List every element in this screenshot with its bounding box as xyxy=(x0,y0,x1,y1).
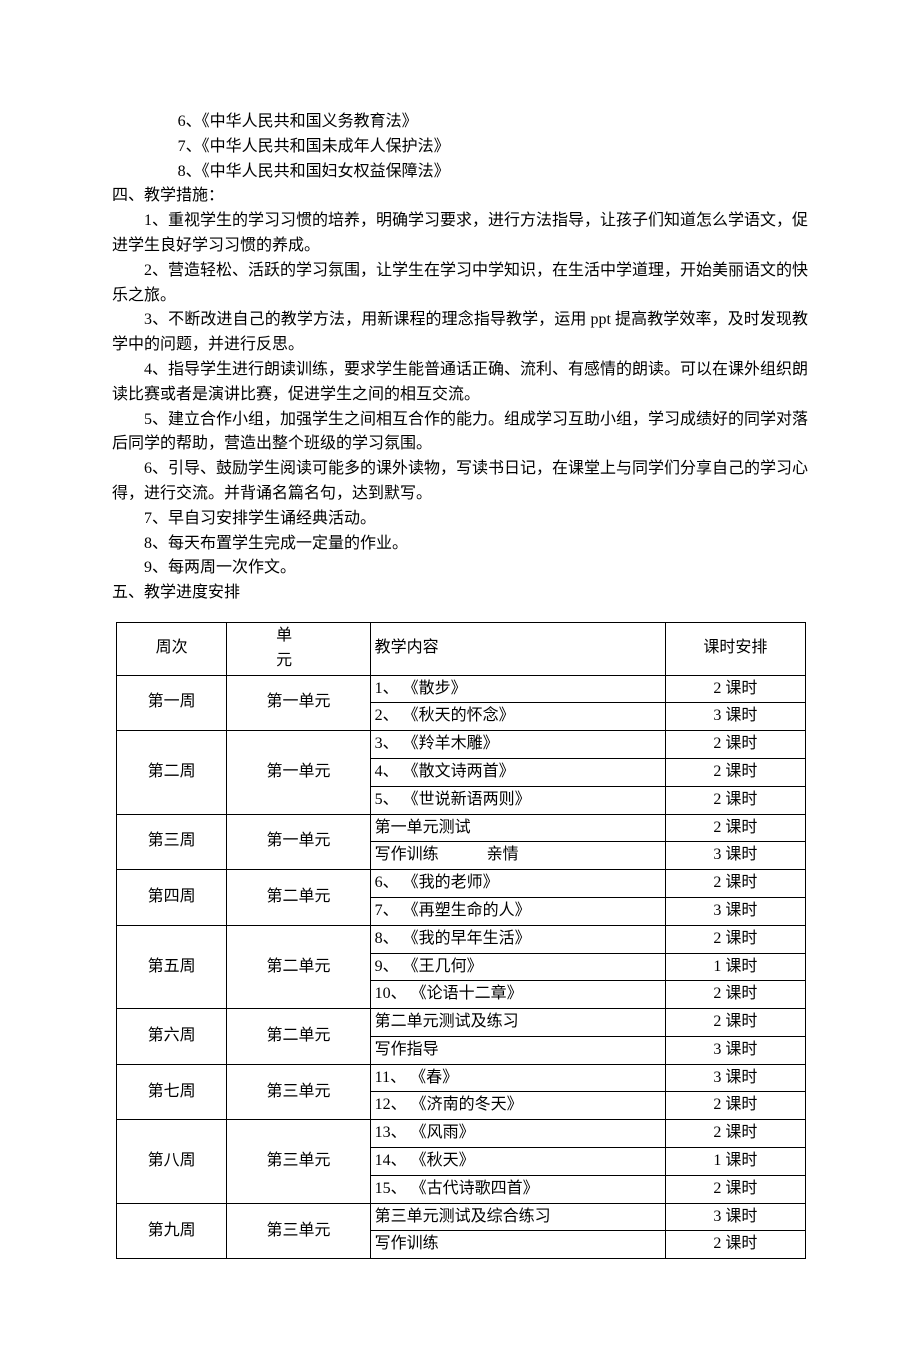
table-row: 第三周第一单元第一单元测试2 课时 xyxy=(117,814,806,842)
cell-topic: 写作训练 xyxy=(370,1231,665,1259)
section-5-title: 五、教学进度安排 xyxy=(112,581,808,606)
cell-hours: 2 课时 xyxy=(665,925,805,953)
col-header-unit: 单 元 xyxy=(227,622,370,675)
cell-unit: 第一单元 xyxy=(227,731,370,814)
cell-hours: 1 课时 xyxy=(665,953,805,981)
document-page: 6、《中华人民共和国义务教育法》 7、《中华人民共和国未成年人保护法》 8、《中… xyxy=(0,0,920,1349)
col-header-hours: 课时安排 xyxy=(665,622,805,675)
cell-topic: 第一单元测试 xyxy=(370,814,665,842)
table-row: 第九周第三单元第三单元测试及综合练习3 课时 xyxy=(117,1203,806,1231)
cell-topic: 9、 《王几何》 xyxy=(370,953,665,981)
cell-topic: 第三单元测试及综合练习 xyxy=(370,1203,665,1231)
cell-hours: 2 课时 xyxy=(665,1231,805,1259)
cell-unit: 第一单元 xyxy=(227,814,370,870)
cell-topic: 3、 《羚羊木雕》 xyxy=(370,731,665,759)
line-item-7: 7、《中华人民共和国未成年人保护法》 xyxy=(112,135,808,160)
cell-topic: 第二单元测试及练习 xyxy=(370,1009,665,1037)
section-4-title: 四、教学措施： xyxy=(112,184,808,209)
cell-hours: 2 课时 xyxy=(665,870,805,898)
cell-week: 第一周 xyxy=(117,675,227,731)
table-row: 第六周第二单元第二单元测试及练习2 课时 xyxy=(117,1009,806,1037)
measure-1: 1、重视学生的学习习惯的培养，明确学习要求，进行方法指导，让孩子们知道怎么学语文… xyxy=(112,209,808,259)
measure-7: 7、早自习安排学生诵经典活动。 xyxy=(112,507,808,532)
cell-week: 第五周 xyxy=(117,925,227,1008)
cell-unit: 第三单元 xyxy=(227,1064,370,1120)
cell-unit: 第三单元 xyxy=(227,1120,370,1203)
table-header-row: 周次 单 元 教学内容 课时安排 xyxy=(117,622,806,675)
measure-5: 5、建立合作小组，加强学生之间相互合作的能力。组成学习互助小组，学习成绩好的同学… xyxy=(112,408,808,458)
measure-6: 6、引导、鼓励学生阅读可能多的课外读物，写读书日记，在课堂上与同学们分享自己的学… xyxy=(112,457,808,507)
line-item-8: 8、《中华人民共和国妇女权益保障法》 xyxy=(112,160,808,185)
measure-3: 3、不断改进自己的教学方法，用新课程的理念指导教学，运用 ppt 提高教学效率，… xyxy=(112,308,808,358)
cell-topic: 写作指导 xyxy=(370,1036,665,1064)
cell-hours: 2 课时 xyxy=(665,1009,805,1037)
table-body: 第一周第一单元1、 《散步》2 课时2、 《秋天的怀念》3 课时第二周第一单元3… xyxy=(117,675,806,1259)
cell-topic: 14、 《秋天》 xyxy=(370,1148,665,1176)
measure-4: 4、指导学生进行朗读训练，要求学生能普通话正确、流利、有感情的朗读。可以在课外组… xyxy=(112,358,808,408)
cell-hours: 1 课时 xyxy=(665,1148,805,1176)
cell-week: 第六周 xyxy=(117,1009,227,1065)
cell-topic: 6、 《我的老师》 xyxy=(370,870,665,898)
cell-hours: 2 课时 xyxy=(665,731,805,759)
line-item-6: 6、《中华人民共和国义务教育法》 xyxy=(112,110,808,135)
cell-hours: 2 课时 xyxy=(665,1092,805,1120)
cell-week: 第七周 xyxy=(117,1064,227,1120)
cell-unit: 第一单元 xyxy=(227,675,370,731)
cell-hours: 3 课时 xyxy=(665,1064,805,1092)
measure-8: 8、每天布置学生完成一定量的作业。 xyxy=(112,532,808,557)
measure-9: 9、每两周一次作文。 xyxy=(112,556,808,581)
table-row: 第五周第二单元8、 《我的早年生活》2 课时 xyxy=(117,925,806,953)
cell-week: 第九周 xyxy=(117,1203,227,1259)
spacer xyxy=(112,606,808,616)
cell-topic: 2、 《秋天的怀念》 xyxy=(370,703,665,731)
cell-topic: 10、 《论语十二章》 xyxy=(370,981,665,1009)
cell-hours: 2 课时 xyxy=(665,1120,805,1148)
cell-topic: 4、 《散文诗两首》 xyxy=(370,758,665,786)
cell-hours: 2 课时 xyxy=(665,758,805,786)
cell-unit: 第二单元 xyxy=(227,925,370,1008)
cell-hours: 2 课时 xyxy=(665,786,805,814)
cell-hours: 3 课时 xyxy=(665,897,805,925)
cell-topic: 5、 《世说新语两则》 xyxy=(370,786,665,814)
cell-hours: 3 课时 xyxy=(665,703,805,731)
cell-topic: 7、 《再塑生命的人》 xyxy=(370,897,665,925)
cell-topic: 11、 《春》 xyxy=(370,1064,665,1092)
cell-topic: 15、 《古代诗歌四首》 xyxy=(370,1175,665,1203)
cell-week: 第四周 xyxy=(117,870,227,926)
cell-week: 第八周 xyxy=(117,1120,227,1203)
table-row: 第二周第一单元3、 《羚羊木雕》2 课时 xyxy=(117,731,806,759)
cell-hours: 2 课时 xyxy=(665,675,805,703)
cell-unit: 第三单元 xyxy=(227,1203,370,1259)
table-row: 第一周第一单元1、 《散步》2 课时 xyxy=(117,675,806,703)
cell-week: 第二周 xyxy=(117,731,227,814)
col-header-topic: 教学内容 xyxy=(370,622,665,675)
cell-hours: 2 课时 xyxy=(665,981,805,1009)
table-row: 第七周第三单元11、 《春》3 课时 xyxy=(117,1064,806,1092)
col-header-week: 周次 xyxy=(117,622,227,675)
cell-hours: 3 课时 xyxy=(665,1036,805,1064)
cell-topic: 12、 《济南的冬天》 xyxy=(370,1092,665,1120)
measure-2: 2、营造轻松、活跃的学习氛围，让学生在学习中学知识，在生活中学道理，开始美丽语文… xyxy=(112,259,808,309)
cell-week: 第三周 xyxy=(117,814,227,870)
cell-topic: 8、 《我的早年生活》 xyxy=(370,925,665,953)
schedule-table: 周次 单 元 教学内容 课时安排 第一周第一单元1、 《散步》2 课时2、 《秋… xyxy=(116,622,806,1259)
cell-hours: 2 课时 xyxy=(665,1175,805,1203)
table-header: 周次 单 元 教学内容 课时安排 xyxy=(117,622,806,675)
cell-unit: 第二单元 xyxy=(227,870,370,926)
cell-topic: 1、 《散步》 xyxy=(370,675,665,703)
cell-topic: 写作训练 亲情 xyxy=(370,842,665,870)
cell-hours: 3 课时 xyxy=(665,1203,805,1231)
table-row: 第四周第二单元6、 《我的老师》2 课时 xyxy=(117,870,806,898)
cell-hours: 2 课时 xyxy=(665,814,805,842)
cell-hours: 3 课时 xyxy=(665,842,805,870)
table-row: 第八周第三单元13、 《风雨》2 课时 xyxy=(117,1120,806,1148)
cell-unit: 第二单元 xyxy=(227,1009,370,1065)
cell-topic: 13、 《风雨》 xyxy=(370,1120,665,1148)
